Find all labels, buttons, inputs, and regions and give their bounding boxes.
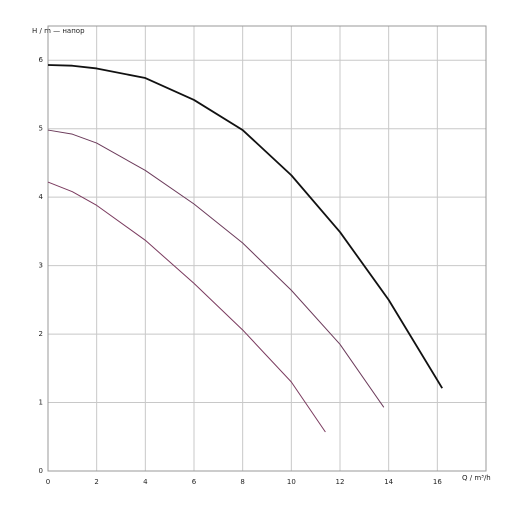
curve — [47, 64, 443, 389]
curve — [47, 129, 385, 408]
y-tick-label: 1 — [39, 399, 43, 407]
x-tick-label: 6 — [192, 478, 197, 486]
x-axis-label: Q / m³/h — [462, 474, 491, 482]
x-tick-label: 2 — [94, 478, 98, 486]
plot-frame — [47, 25, 487, 472]
y-tick-label: 0 — [39, 467, 43, 475]
y-tick-label: 3 — [39, 262, 43, 270]
curve — [47, 181, 326, 433]
x-tick-label: 14 — [384, 478, 393, 486]
y-tick-label: 6 — [39, 56, 44, 64]
x-tick-label: 16 — [433, 478, 442, 486]
x-tick-label: 0 — [46, 478, 50, 486]
x-tick-label: 12 — [336, 478, 345, 486]
y-tick-label: 4 — [39, 193, 44, 201]
y-axis-label: H / m — напор — [32, 27, 85, 35]
x-tick-label: 10 — [287, 478, 296, 486]
x-tick-label: 8 — [240, 478, 244, 486]
y-tick-label: 2 — [39, 330, 43, 338]
y-tick-label: 5 — [39, 125, 43, 133]
x-tick-label: 4 — [143, 478, 148, 486]
